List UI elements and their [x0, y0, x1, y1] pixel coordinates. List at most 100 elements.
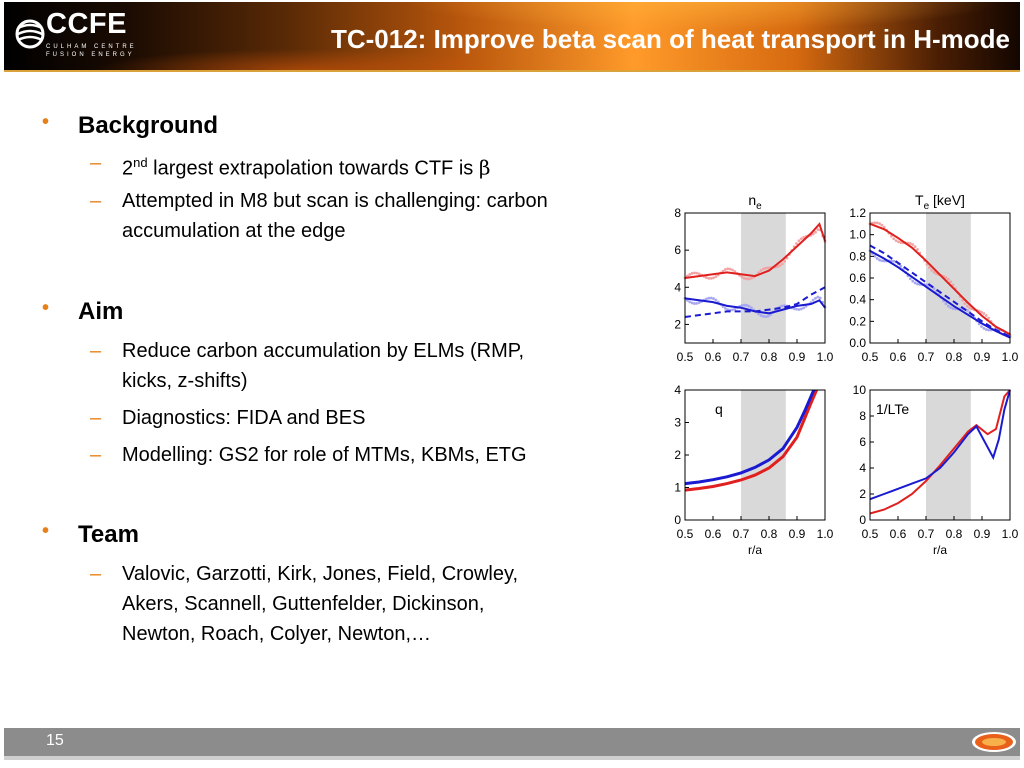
scatter-point	[693, 302, 696, 305]
scatter-point	[797, 308, 801, 311]
logo-subtitle-1: CULHAM CENTRE	[46, 44, 137, 50]
scatter-point	[814, 230, 817, 234]
scatter-point	[944, 276, 948, 279]
x-tick-label: 0.5	[862, 350, 879, 364]
y-tick-label: 4	[674, 280, 681, 294]
scatter-point	[811, 298, 815, 302]
x-tick-label: 0.8	[946, 350, 963, 364]
scatter-point	[707, 296, 711, 300]
bullet-dot-icon: •	[42, 111, 50, 133]
series-line-red	[684, 389, 818, 492]
scatter-point	[916, 248, 919, 251]
series-line-blue	[869, 250, 1011, 339]
series-line-blue	[684, 297, 826, 315]
x-tick-label: 0.8	[761, 350, 778, 364]
scatter-point	[759, 313, 763, 317]
scatter-point	[913, 245, 917, 249]
scatter-point	[766, 314, 770, 318]
sub-bullet-text: Attempted in M8 but scan is challenging:…	[122, 190, 548, 212]
footer-logo-icon	[972, 732, 1016, 752]
scatter-point	[951, 283, 955, 287]
series-line-blue	[684, 389, 816, 486]
x-tick-label: 1.0	[1002, 527, 1019, 541]
temperature-plot: 0.5 0.6 0.7 0.8 0.9 1.0 0.0 0.2 0.4 0.6 0.8 1.0 1.2 T…	[849, 192, 1018, 364]
scatter-point	[987, 316, 991, 320]
dash-icon: –	[90, 444, 102, 466]
scatter-point	[690, 301, 694, 305]
y-tick-label: 2	[674, 317, 681, 331]
y-tick-label: 4	[674, 383, 681, 397]
scatter-point	[780, 304, 784, 308]
x-tick-label: 0.6	[705, 350, 722, 364]
dash-icon: –	[90, 152, 102, 174]
dash-icon: –	[90, 563, 102, 585]
y-tick-label: 8	[674, 206, 681, 220]
scatter-point	[913, 281, 917, 285]
y-tick-label: 6	[674, 243, 681, 257]
page-number: 15	[46, 732, 64, 749]
scatter-point	[816, 295, 820, 299]
scatter-point	[799, 307, 803, 311]
scatter-point	[880, 223, 884, 227]
scatter-point	[892, 237, 896, 241]
scatter-point	[742, 303, 746, 307]
bullet-dot-icon: •	[42, 297, 50, 319]
series-line-red	[869, 222, 1011, 336]
scatter-point	[695, 302, 699, 305]
dash-icon: –	[90, 340, 102, 362]
scatter-point	[745, 303, 749, 307]
x-tick-label: 0.5	[677, 527, 694, 541]
series-line-blue-dashed	[684, 286, 826, 318]
x-tick-label: 0.8	[761, 527, 778, 541]
x-tick-label: 0.7	[918, 350, 935, 364]
y-tick-label: 0.2	[849, 314, 866, 328]
scatter-point	[880, 259, 884, 263]
x-tick-label: 0.8	[946, 527, 963, 541]
header-divider	[4, 70, 1020, 72]
x-tick-label: 1.0	[817, 527, 834, 541]
scatter-point	[911, 279, 915, 283]
y-tick-label: 4	[859, 461, 866, 475]
sub-bullet-text: Newton, Roach, Colyer, Newton,…	[122, 623, 432, 645]
scatter-point	[728, 267, 732, 271]
title-bar: CCFE CULHAM CENTRE FUSION ENERGY TC-012:…	[4, 2, 1020, 70]
scatter-point	[899, 264, 903, 268]
slide-title: TC-012: Improve beta scan of heat transp…	[330, 24, 1010, 54]
scatter-point	[704, 276, 708, 279]
scatter-point	[951, 307, 955, 311]
profile-plots: 0.5 0.6 0.7 0.8 0.9 1.0 2 4 6 8 ne 0.5 0.6 0.7 0.8 0.9 1…	[674, 192, 1019, 557]
x-axis-label: r/a	[933, 543, 947, 557]
scatter-point	[757, 312, 760, 316]
scatter-point	[946, 304, 950, 308]
x-tick-label: 0.6	[890, 350, 907, 364]
scatter-point	[688, 273, 692, 276]
scatter-point	[731, 308, 734, 312]
scatter-point	[795, 307, 798, 311]
scatter-point	[965, 304, 969, 308]
sub-bullet-text: Valovic, Garzotti, Kirk, Jones, Field, C…	[122, 563, 519, 585]
scatter-point	[799, 237, 803, 241]
scatter-point	[764, 315, 768, 319]
heading-background: Background	[78, 112, 219, 139]
scatter-point	[747, 304, 751, 308]
scatter-point	[946, 277, 950, 281]
scatter-point	[697, 301, 701, 305]
scatter-point	[707, 276, 711, 280]
scatter-point	[816, 228, 820, 232]
y-tick-label: 6	[859, 435, 866, 449]
scatter-point	[802, 306, 806, 310]
dash-icon: –	[90, 190, 102, 212]
scatter-point	[882, 259, 886, 263]
sub-bullet-text: Reduce carbon accumulation by ELMs (RMP,	[122, 340, 525, 362]
logo-text: CCFE	[46, 8, 127, 40]
heading-team: Team	[78, 521, 139, 548]
y-tick-label: 3	[674, 416, 681, 430]
scatter-point	[712, 276, 715, 280]
scatter-point	[932, 287, 936, 291]
scatter-point	[761, 267, 765, 271]
scatter-point	[894, 239, 898, 243]
x-tick-label: 0.9	[974, 527, 991, 541]
scatter-point	[778, 264, 782, 267]
y-tick-label: 0.4	[849, 293, 866, 307]
scatter-point	[889, 234, 893, 238]
